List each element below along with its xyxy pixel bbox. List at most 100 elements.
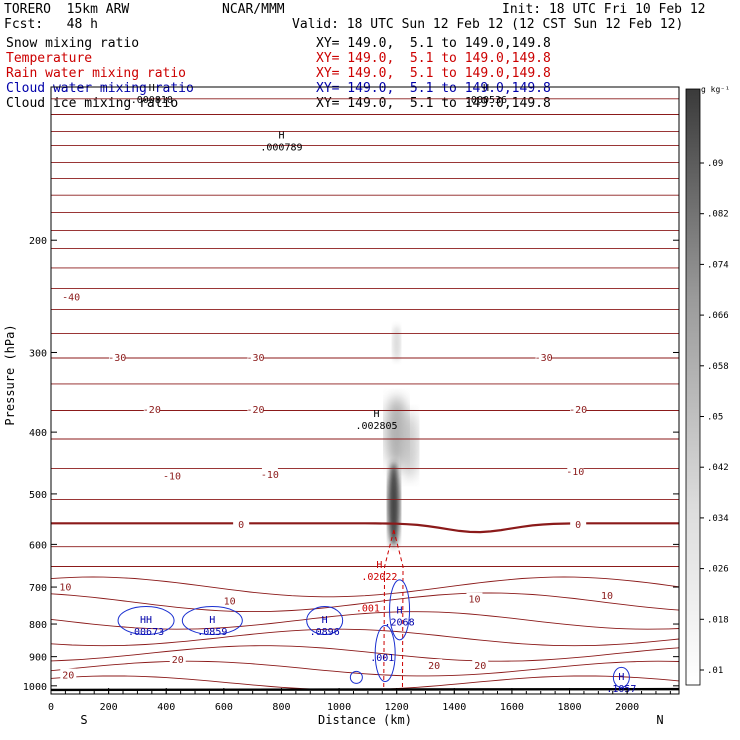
temperature-label-bg	[567, 464, 584, 476]
y-tick-label: 700	[29, 583, 47, 594]
valid-time: Valid: 18 UTC Sun 12 Feb 12 (12 CST Sun …	[292, 17, 684, 32]
extremum-mark: HH	[140, 615, 152, 626]
extremum-value: .2068	[385, 617, 415, 628]
temperature-label-bg	[233, 517, 250, 529]
colorbar-tick-label: .034	[707, 514, 729, 524]
temperature-label: -10	[566, 467, 584, 478]
isotherm	[50, 611, 680, 630]
north-label: N	[656, 713, 663, 727]
temperature-label-bg	[247, 403, 264, 415]
extremum-mark: H	[149, 83, 155, 94]
south-label: S	[80, 713, 87, 727]
temperature-label-bg	[63, 290, 80, 302]
x-tick-label: 200	[100, 702, 118, 713]
extremum-mark: H	[376, 560, 382, 571]
org-title: NCAR/MMM	[222, 2, 285, 17]
colorbar-tick-label: .026	[707, 565, 729, 575]
legend-description: XY= 149.0, 5.1 to 149.0,149.8	[316, 66, 551, 81]
isotherm	[50, 592, 680, 613]
snow-shading	[401, 411, 418, 480]
temperature-label-bg	[143, 403, 160, 415]
temperature-label-bg	[598, 588, 615, 600]
model-title: TORERO 15km ARW	[4, 2, 130, 17]
isotherm	[50, 675, 680, 691]
cloud-water-contour	[389, 579, 411, 641]
extremum-value: .0896	[310, 627, 340, 638]
legend-description: XY= 149.0, 5.1 to 149.0,149.8	[316, 96, 551, 111]
extremum-value: .000536	[465, 95, 507, 106]
ice-shading	[392, 325, 401, 362]
x-tick-label: 1600	[500, 702, 524, 713]
cloud-water-contour	[612, 666, 630, 688]
colorbar-tick-label: .01	[707, 666, 723, 676]
legend-label: Temperature	[6, 51, 93, 66]
axes: 0 200 400 600 800 1000 1200 1400 1600 1800 2000200…	[23, 236, 679, 713]
isotherm	[50, 576, 680, 598]
temperature-label-bg	[169, 653, 186, 665]
colorbar-tick-label: .09	[707, 159, 723, 169]
y-tick-label: 1000	[23, 682, 47, 693]
extremum-mark: H	[278, 130, 284, 141]
legend-label: Snow mixing ratio	[6, 36, 140, 51]
cloud-water-contour	[374, 625, 396, 683]
x-tick-label: 800	[272, 702, 290, 713]
legend-description: XY= 149.0, 5.1 to 149.0,149.8	[316, 36, 551, 51]
extremum-value: .002805	[355, 421, 397, 432]
legend-label: Cloud ice mixing ratio	[6, 96, 179, 111]
cloud-water-contour	[181, 606, 243, 636]
temperature-label: -10	[163, 472, 181, 483]
legend-description: XY= 149.0, 5.1 to 149.0,149.8	[316, 81, 551, 96]
extremum-value: .02022	[361, 572, 397, 583]
temperature-label-bg	[466, 592, 483, 604]
legend-label: Cloud water mixing ratio	[6, 81, 194, 96]
x-tick-label: 600	[215, 702, 233, 713]
colorbar-tick-label: .074	[707, 260, 729, 270]
ice-shading	[387, 462, 400, 547]
extremum-mark: H	[618, 672, 624, 683]
y-tick-label: 800	[29, 620, 47, 631]
extremum-mark: H	[483, 83, 489, 94]
temperature-label: 10	[468, 595, 480, 606]
legend-description: XY= 149.0, 5.1 to 149.0,149.8	[316, 51, 551, 66]
temperature-label: 20	[172, 655, 184, 666]
temperature-label: 20	[62, 671, 74, 682]
y-tick-label: 300	[29, 348, 47, 359]
cloud-water-contour	[306, 606, 344, 636]
plot-frame	[50, 86, 680, 695]
temperature-label: 20	[474, 661, 486, 672]
init-time: Init: 18 UTC Fri 10 Feb 12	[502, 2, 706, 17]
temperature-label-bg	[570, 403, 587, 415]
plot-area	[50, 98, 680, 692]
extremum-value: .0859	[197, 627, 227, 638]
temperature-label-bg	[57, 580, 74, 592]
extremum-mark: H	[209, 615, 215, 626]
extremum-mark: H	[322, 615, 328, 626]
isotherm	[50, 660, 680, 677]
temperature-label: 10	[601, 591, 613, 602]
temperature-label-bg	[109, 351, 126, 363]
x-tick-label: 0	[48, 702, 54, 713]
temperature-label: -30	[535, 353, 553, 364]
colorbar-tick-label: .018	[707, 615, 729, 625]
y-tick-label: 500	[29, 490, 47, 501]
rain-water-contour	[383, 530, 404, 689]
extremum-mark: H	[397, 605, 403, 616]
temperature-label: -30	[108, 353, 126, 364]
temperature-label-bg	[570, 517, 587, 529]
extremum-value: .000810	[131, 95, 173, 106]
colorbar-tick-label: .05	[707, 413, 723, 423]
x-axis-label: Distance (km)	[318, 713, 412, 727]
temperature-label-bg	[247, 351, 264, 363]
x-tick-label: 1000	[327, 702, 351, 713]
temperature-label-bg	[472, 659, 489, 671]
surface-line	[50, 687, 680, 692]
y-tick-label: 200	[29, 236, 47, 247]
forecast-hour: Fcst: 48 h	[4, 17, 98, 32]
y-tick-label: 400	[29, 428, 47, 439]
y-tick-label: 600	[29, 540, 47, 551]
temperature-label: -20	[247, 405, 265, 416]
extremum-value: .001	[370, 653, 394, 664]
temperature-label: -10	[261, 470, 279, 481]
temperature-label-bg	[163, 469, 180, 481]
